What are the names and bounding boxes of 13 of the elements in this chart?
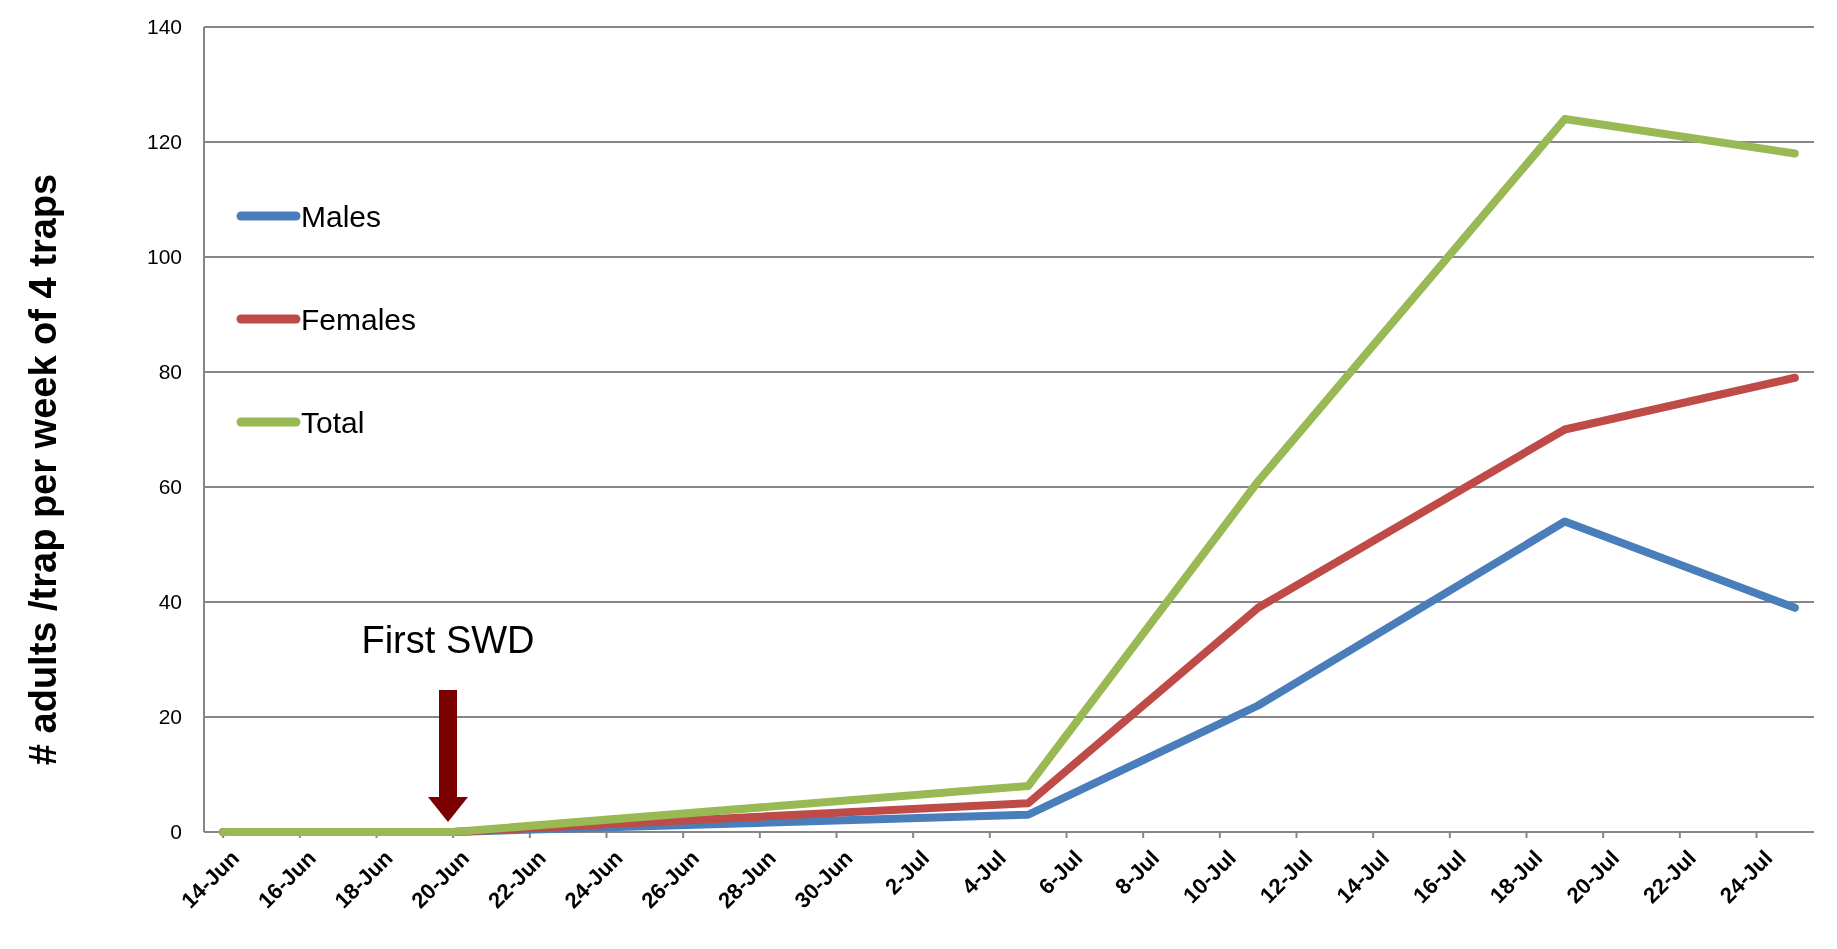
- y-tick-label: 100: [146, 245, 182, 269]
- y-tick-label: 20: [158, 705, 182, 729]
- y-axis-title: # adults /trap per week of 4 traps: [22, 173, 64, 766]
- y-tick-label: 140: [146, 15, 182, 39]
- y-tick-label: 80: [158, 360, 182, 384]
- y-tick-label: 60: [158, 475, 182, 499]
- legend-label: Females: [301, 302, 417, 336]
- y-tick-label: 0: [170, 820, 182, 844]
- y-tick-label: 40: [158, 590, 182, 614]
- y-tick-label: 120: [146, 130, 182, 154]
- legend-label: Males: [301, 199, 382, 233]
- annotation: First SWD: [361, 619, 535, 662]
- legend-label: Total: [301, 405, 365, 439]
